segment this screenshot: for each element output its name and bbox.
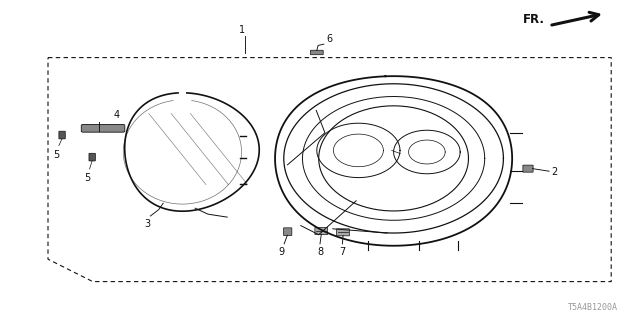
FancyBboxPatch shape bbox=[81, 124, 125, 132]
FancyBboxPatch shape bbox=[59, 131, 65, 139]
FancyBboxPatch shape bbox=[315, 228, 328, 235]
Text: 9: 9 bbox=[278, 247, 285, 257]
Text: 3: 3 bbox=[144, 219, 150, 229]
Text: 7: 7 bbox=[339, 247, 346, 257]
Text: FR.: FR. bbox=[524, 13, 545, 26]
Text: 8: 8 bbox=[317, 247, 323, 257]
Text: 6: 6 bbox=[326, 34, 333, 44]
Text: 5: 5 bbox=[84, 173, 90, 183]
FancyBboxPatch shape bbox=[284, 228, 292, 236]
Text: 2: 2 bbox=[552, 167, 558, 177]
Text: 5: 5 bbox=[53, 150, 60, 160]
FancyBboxPatch shape bbox=[337, 229, 349, 236]
FancyBboxPatch shape bbox=[310, 50, 323, 55]
FancyBboxPatch shape bbox=[89, 153, 95, 161]
FancyBboxPatch shape bbox=[523, 165, 533, 172]
Text: 4: 4 bbox=[114, 110, 120, 120]
Text: T5A4B1200A: T5A4B1200A bbox=[568, 303, 618, 312]
Text: 1: 1 bbox=[239, 25, 245, 35]
